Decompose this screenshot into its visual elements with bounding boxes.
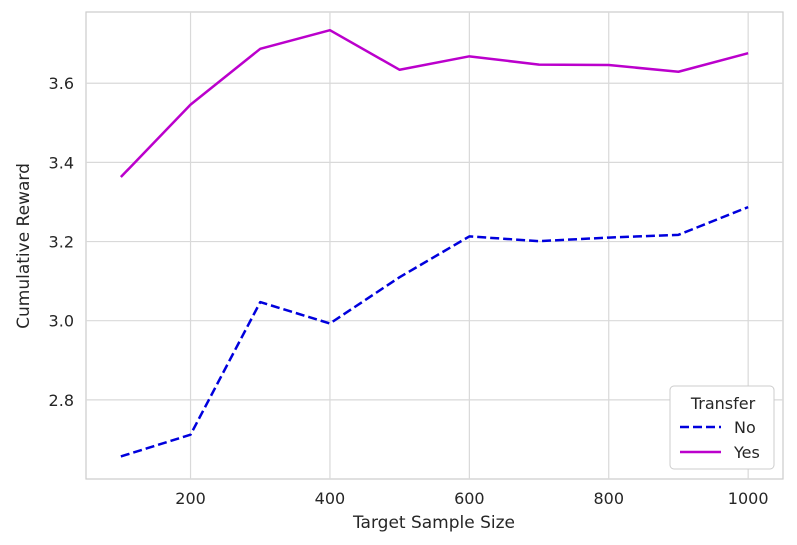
x-tick-label: 400: [315, 489, 346, 508]
plot-area: [85, 11, 784, 480]
series-line-yes: [119, 28, 749, 178]
x-tick-label: 800: [593, 489, 624, 508]
x-axis-label: Target Sample Size: [352, 513, 515, 533]
y-tick-label: 3.0: [49, 312, 74, 331]
legend-label-yes: Yes: [733, 443, 760, 462]
series-lines: [119, 28, 749, 458]
x-tick-label: 600: [454, 489, 485, 508]
legend: Transfer No Yes: [669, 385, 775, 470]
y-tick-label: 2.8: [49, 391, 74, 410]
y-axis-label: Cumulative Reward: [14, 163, 34, 329]
y-tick-label: 3.6: [49, 74, 74, 93]
x-tick-label: 200: [175, 489, 206, 508]
series-line-no: [120, 205, 749, 458]
x-tick-labels: 200 400 600 800 1000: [175, 489, 768, 508]
legend-label-no: No: [734, 418, 756, 437]
grid-lines: [86, 12, 783, 479]
x-tick-label: 1000: [728, 489, 769, 508]
y-tick-label: 3.2: [49, 233, 74, 252]
legend-title: Transfer: [690, 394, 756, 413]
y-tick-labels: 2.8 3.0 3.2 3.4 3.6: [49, 74, 74, 410]
y-tick-label: 3.4: [49, 153, 74, 172]
legend-box: [669, 385, 775, 470]
